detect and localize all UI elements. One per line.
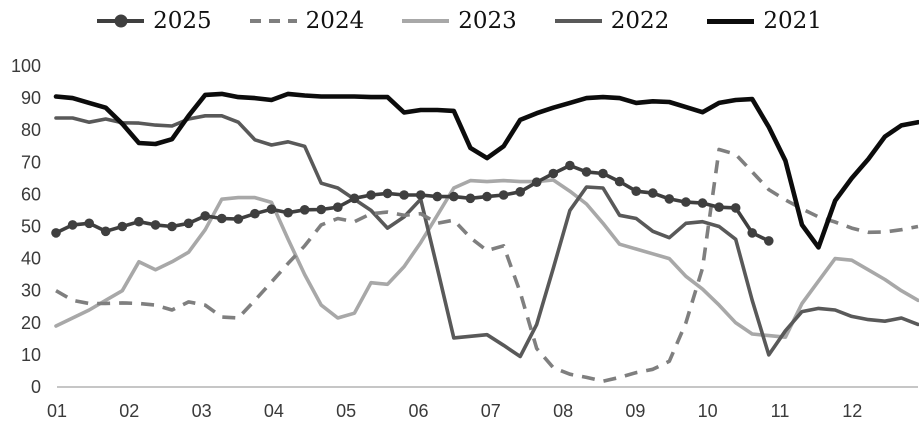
- series-line-2021: [53, 91, 919, 250]
- x-axis-tick-label: 03: [192, 401, 212, 421]
- legend-line-sample-solid: [402, 19, 450, 23]
- data-point-marker: [415, 190, 426, 200]
- data-point-marker: [333, 202, 343, 212]
- legend-item-2025[interactable]: 2025: [97, 7, 212, 34]
- legend-label: 2024: [305, 7, 365, 34]
- legend-line-sample-solid: [554, 19, 602, 23]
- y-axis-tick-label: 70: [21, 152, 41, 172]
- data-point-marker: [548, 168, 559, 179]
- data-point-marker: [565, 160, 575, 171]
- data-point-marker: [449, 191, 459, 202]
- data-point-marker: [432, 191, 443, 202]
- legend-line-sample-dashed: [249, 19, 297, 23]
- legend-label: 2021: [763, 7, 822, 34]
- legend-item-2024[interactable]: 2024: [249, 7, 365, 34]
- data-point-marker: [250, 208, 260, 219]
- data-point-marker: [233, 214, 244, 224]
- legend-line-sample-solid-thick: [707, 18, 755, 24]
- data-point-marker: [316, 204, 327, 215]
- data-point-marker: [598, 168, 608, 179]
- series-markers-2025: [51, 160, 774, 246]
- data-point-marker: [714, 202, 724, 212]
- y-axis-tick-label: 80: [21, 120, 41, 140]
- data-point-marker: [217, 213, 227, 224]
- data-point-marker: [465, 193, 476, 204]
- data-point-marker: [764, 236, 774, 246]
- data-point-marker: [150, 220, 161, 230]
- y-axis-tick-label: 40: [21, 249, 41, 269]
- y-axis-tick-label: 60: [21, 184, 41, 204]
- data-point-marker: [84, 218, 94, 229]
- x-axis-tick-label: 04: [264, 401, 284, 421]
- legend-marker-dot: [114, 14, 128, 28]
- legend-label: 2025: [153, 7, 212, 34]
- data-point-marker: [200, 211, 210, 221]
- legend-line-sample-solid-markers: [97, 14, 145, 28]
- data-point-marker: [498, 190, 509, 200]
- data-point-marker: [134, 216, 144, 227]
- data-point-marker: [531, 177, 542, 187]
- series-line-2022: [54, 114, 919, 359]
- data-point-marker: [399, 190, 409, 200]
- legend-item-2023[interactable]: 2023: [402, 7, 517, 34]
- series-line-2024: [55, 147, 919, 384]
- data-point-marker: [482, 191, 492, 202]
- data-point-marker: [581, 167, 592, 177]
- data-point-marker: [697, 198, 708, 208]
- data-point-marker: [299, 205, 310, 215]
- x-axis-tick-label: 08: [553, 401, 573, 421]
- data-point-marker: [631, 186, 641, 196]
- data-point-marker: [183, 218, 194, 229]
- data-point-marker: [51, 228, 61, 238]
- data-point-marker: [681, 197, 691, 207]
- data-point-marker: [100, 226, 111, 237]
- y-axis-tick-label: 100: [11, 56, 41, 76]
- data-point-marker: [366, 190, 376, 200]
- series-line-2025: [54, 163, 771, 243]
- data-point-marker: [747, 228, 757, 238]
- x-axis-tick-label: 06: [408, 401, 428, 421]
- data-point-marker: [515, 187, 525, 197]
- data-point-marker: [648, 188, 658, 198]
- x-axis-tick-label: 05: [336, 401, 356, 421]
- x-axis-tick-label: 07: [481, 401, 501, 421]
- y-axis-tick-label: 50: [21, 217, 41, 237]
- legend-item-2021[interactable]: 2021: [707, 7, 822, 34]
- y-axis-tick-label: 0: [31, 377, 41, 397]
- legend-label: 2023: [458, 7, 517, 34]
- x-axis-tick-label: 01: [47, 401, 67, 421]
- x-axis-tick-label: 12: [842, 401, 862, 421]
- x-axis-tick-label: 10: [698, 401, 718, 421]
- chart-legend: 2025 2024 2023 2022 2021: [0, 4, 919, 38]
- y-axis-tick-label: 10: [21, 345, 41, 365]
- legend-label: 2022: [610, 7, 670, 34]
- data-point-marker: [349, 193, 360, 204]
- data-point-marker: [117, 221, 128, 232]
- data-point-marker: [614, 176, 625, 187]
- x-axis-tick-label: 09: [625, 401, 645, 421]
- x-axis-tick-label: 02: [119, 401, 139, 421]
- x-axis-tick-label: 11: [771, 401, 790, 421]
- y-axis-tick-label: 90: [21, 88, 41, 108]
- data-point-marker: [382, 188, 393, 199]
- series-line-2023: [54, 178, 919, 340]
- data-point-marker: [730, 203, 741, 213]
- data-point-marker: [283, 207, 293, 218]
- data-point-marker: [266, 204, 277, 214]
- data-point-marker: [664, 194, 675, 204]
- data-point-marker: [67, 220, 78, 230]
- y-axis-tick-label: 30: [21, 281, 41, 301]
- legend-item-2022[interactable]: 2022: [554, 7, 670, 34]
- y-axis-tick-label: 20: [21, 313, 41, 333]
- data-point-marker: [167, 221, 177, 232]
